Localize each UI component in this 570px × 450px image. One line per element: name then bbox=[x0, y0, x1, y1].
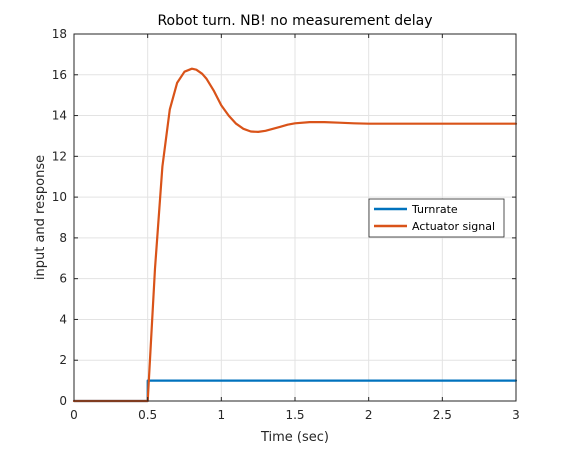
y-tick-label: 2 bbox=[59, 353, 67, 367]
y-tick-label: 6 bbox=[59, 272, 67, 286]
y-tick-label: 16 bbox=[52, 68, 67, 82]
x-tick-label: 0.5 bbox=[138, 408, 157, 422]
y-tick-label: 14 bbox=[52, 109, 67, 123]
y-tick-label: 0 bbox=[59, 394, 67, 408]
y-tick-label: 12 bbox=[52, 149, 67, 163]
ticks: 0 0.5 1 1.5 2 2.5 3 0 2 4 6 8 10 12 14 16 18 bbox=[52, 27, 520, 422]
y-tick-label: 18 bbox=[52, 27, 67, 41]
y-tick-label: 4 bbox=[59, 312, 67, 326]
x-tick-label: 1 bbox=[218, 408, 226, 422]
legend-box bbox=[368, 198, 505, 238]
x-tick-label: 2.5 bbox=[433, 408, 452, 422]
x-axis-label: Time (sec) bbox=[260, 430, 329, 445]
y-tick-label: 10 bbox=[52, 190, 67, 204]
y-axis-label: input and response bbox=[33, 155, 48, 280]
x-tick-label: 1.5 bbox=[285, 408, 304, 422]
legend-label-actuator-signal: Actuator signal bbox=[412, 220, 495, 233]
legend: Turnrate Actuator signal bbox=[368, 198, 505, 238]
x-tick-label: 2 bbox=[365, 408, 373, 422]
x-tick-label: 3 bbox=[512, 408, 520, 422]
y-tick-label: 8 bbox=[59, 231, 67, 245]
series-line-actuator-signal bbox=[72, 67, 518, 403]
legend-label-turnrate: Turnrate bbox=[411, 203, 458, 216]
x-tick-label: 0 bbox=[70, 408, 78, 422]
chart-title: Robot turn. NB! no measurement delay bbox=[157, 13, 432, 29]
